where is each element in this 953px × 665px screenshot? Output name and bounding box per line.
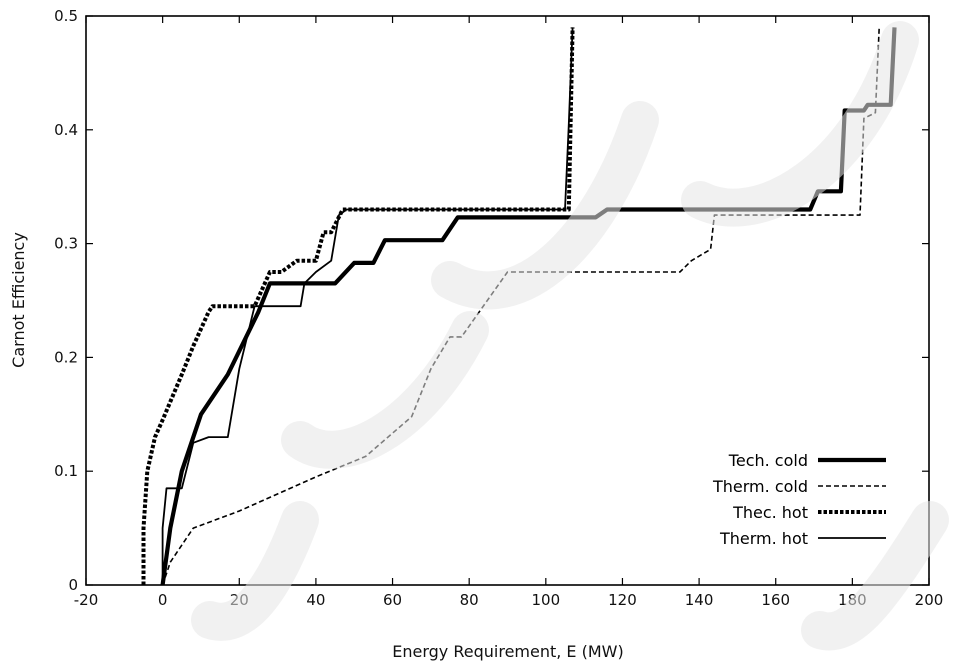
y-tick-label: 0.1	[54, 462, 78, 480]
y-tick-label: 0.5	[54, 7, 78, 25]
legend-label: Thec. hot	[732, 503, 808, 522]
y-tick-label: 0.3	[54, 235, 78, 253]
legend: Tech. cold Therm. cold Thec. hot Therm. hot	[712, 451, 886, 548]
y-tick-label: 0.4	[54, 121, 78, 139]
x-tick-label: 140	[685, 591, 714, 609]
x-tick-label: 180	[838, 591, 867, 609]
series-line-4	[161, 27, 574, 585]
y-tick-label: 0.2	[54, 348, 78, 366]
x-axis: -20 0 20 40 60 80 100 120 140 160 180 200	[74, 16, 944, 609]
series-line-3	[141, 27, 575, 585]
x-tick-label: 60	[383, 591, 402, 609]
x-axis-title: Energy Requirement, E (MW)	[392, 642, 623, 661]
x-tick-label: 80	[460, 591, 479, 609]
x-tick-label: -20	[74, 591, 99, 609]
x-tick-label: 0	[158, 591, 168, 609]
plot-border	[85, 15, 930, 586]
x-tick-label: 40	[306, 591, 325, 609]
x-tick-label: 200	[915, 591, 944, 609]
legend-label: Tech. cold	[728, 451, 808, 470]
y-tick-label: 0	[68, 576, 78, 594]
plot-frame	[85, 15, 930, 586]
x-tick-label: 120	[608, 591, 637, 609]
x-tick-label: 160	[761, 591, 790, 609]
x-tick-label: 100	[531, 591, 560, 609]
series-layer	[141, 27, 897, 586]
legend-label: Therm. cold	[712, 477, 808, 496]
y-axis-title: Carnot Efficiency	[9, 232, 28, 368]
legend-label: Therm. hot	[719, 529, 808, 548]
x-tick-label: 20	[230, 591, 249, 609]
y-axis: 0 0.1 0.2 0.3 0.4 0.5	[54, 7, 929, 594]
